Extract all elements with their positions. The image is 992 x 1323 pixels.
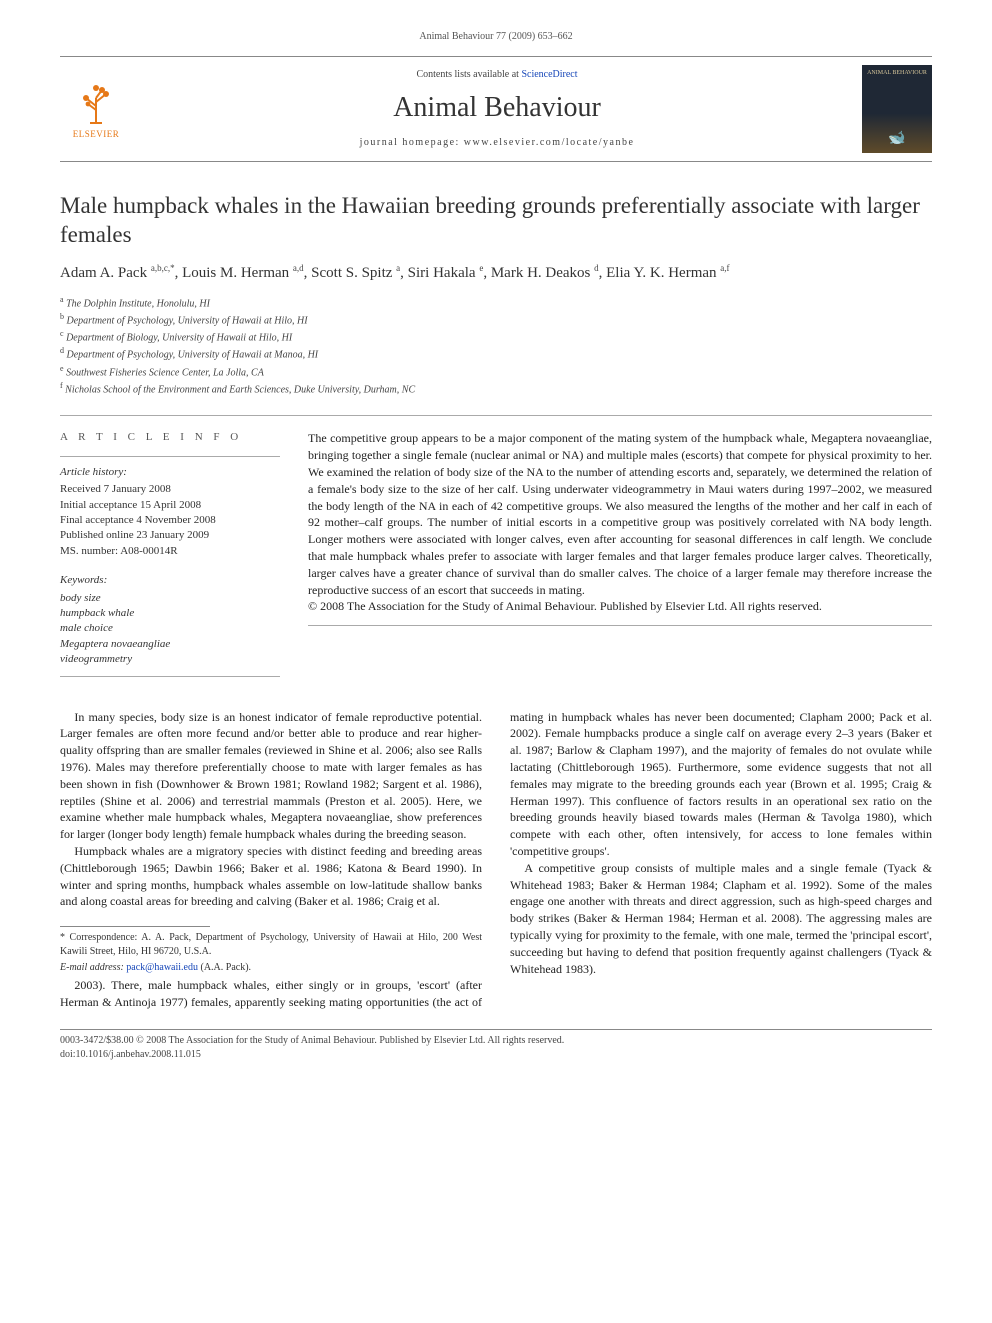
- history-line: MS. number: A08-00014R: [60, 544, 280, 559]
- abstract-text: The competitive group appears to be a ma…: [308, 430, 932, 598]
- article-info-heading: A R T I C L E I N F O: [60, 430, 280, 445]
- journal-homepage: journal homepage: www.elsevier.com/locat…: [146, 136, 848, 150]
- email-who: (A.A. Pack).: [200, 962, 251, 973]
- journal-cover-thumb: ANIMAL BEHAVIOUR 🐋: [862, 65, 932, 153]
- history-head: Article history:: [60, 465, 280, 480]
- keywords-head: Keywords:: [60, 573, 280, 588]
- affiliation-line: f Nicholas School of the Environment and…: [60, 380, 932, 397]
- publisher-name: ELSEVIER: [73, 128, 120, 141]
- divider: [60, 415, 932, 416]
- journal-name: Animal Behaviour: [146, 88, 848, 127]
- affiliation-line: c Department of Biology, University of H…: [60, 328, 932, 345]
- article-title: Male humpback whales in the Hawaiian bre…: [60, 192, 932, 250]
- email-label: E-mail address:: [60, 962, 124, 973]
- contents-prefix: Contents lists available at: [416, 69, 521, 80]
- history-line: Published online 23 January 2009: [60, 528, 280, 543]
- author-list: Adam A. Pack a,b,c,*, Louis M. Herman a,…: [60, 262, 932, 284]
- affiliation-line: b Department of Psychology, University o…: [60, 311, 932, 328]
- history-line: Final acceptance 4 November 2008: [60, 513, 280, 528]
- keyword: humpback whale: [60, 606, 280, 621]
- keyword: Megaptera novaeangliae: [60, 637, 280, 652]
- homepage-prefix: journal homepage:: [360, 137, 464, 148]
- page-footer: 0003-3472/$38.00 © 2008 The Association …: [60, 1029, 932, 1062]
- affiliation-line: d Department of Psychology, University o…: [60, 345, 932, 362]
- publisher-logo: ELSEVIER: [60, 68, 132, 150]
- keyword: videogrammetry: [60, 652, 280, 667]
- history-line: Received 7 January 2008: [60, 482, 280, 497]
- article-info-grid: A R T I C L E I N F O Article history: R…: [60, 430, 932, 667]
- affiliation-line: a The Dolphin Institute, Honolulu, HI: [60, 294, 932, 311]
- masthead-center: Contents lists available at ScienceDirec…: [146, 68, 848, 149]
- masthead: ELSEVIER Contents lists available at Sci…: [60, 56, 932, 162]
- keyword: male choice: [60, 621, 280, 636]
- keyword: body size: [60, 591, 280, 606]
- body-p4: A competitive group consists of multiple…: [510, 860, 932, 978]
- body-p1: In many species, body size is an honest …: [60, 709, 482, 843]
- corresponding-email[interactable]: pack@hawaii.edu: [126, 962, 198, 973]
- history-line: Initial acceptance 15 April 2008: [60, 498, 280, 513]
- cover-title: ANIMAL BEHAVIOUR: [864, 69, 930, 77]
- email-footnote: E-mail address: pack@hawaii.edu (A.A. Pa…: [60, 961, 482, 975]
- running-header: Animal Behaviour 77 (2009) 653–662: [60, 30, 932, 44]
- homepage-url[interactable]: www.elsevier.com/locate/yanbe: [464, 137, 635, 148]
- footnotes: * Correspondence: A. A. Pack, Department…: [60, 931, 482, 975]
- body-text: In many species, body size is an honest …: [60, 709, 932, 1011]
- abstract-copyright: © 2008 The Association for the Study of …: [308, 598, 932, 615]
- affiliations: a The Dolphin Institute, Honolulu, HIb D…: [60, 294, 932, 398]
- contents-available: Contents lists available at ScienceDirec…: [146, 68, 848, 82]
- sciencedirect-link[interactable]: ScienceDirect: [521, 69, 577, 80]
- keywords: Keywords: body sizehumpback whalemale ch…: [60, 573, 280, 667]
- body-p2: Humpback whales are a migratory species …: [60, 843, 482, 910]
- correspondence-footnote: * Correspondence: A. A. Pack, Department…: [60, 931, 482, 959]
- abstract-block: The competitive group appears to be a ma…: [308, 430, 932, 667]
- article-history: Article history: Received 7 January 2008…: [60, 465, 280, 559]
- affiliation-line: e Southwest Fisheries Science Center, La…: [60, 363, 932, 380]
- issn-line: 0003-3472/$38.00 © 2008 The Association …: [60, 1034, 932, 1048]
- article-info-left: A R T I C L E I N F O Article history: R…: [60, 430, 280, 667]
- doi-line: doi:10.1016/j.anbehav.2008.11.015: [60, 1048, 932, 1062]
- elsevier-tree-icon: [72, 78, 120, 126]
- footnote-separator: [60, 926, 210, 927]
